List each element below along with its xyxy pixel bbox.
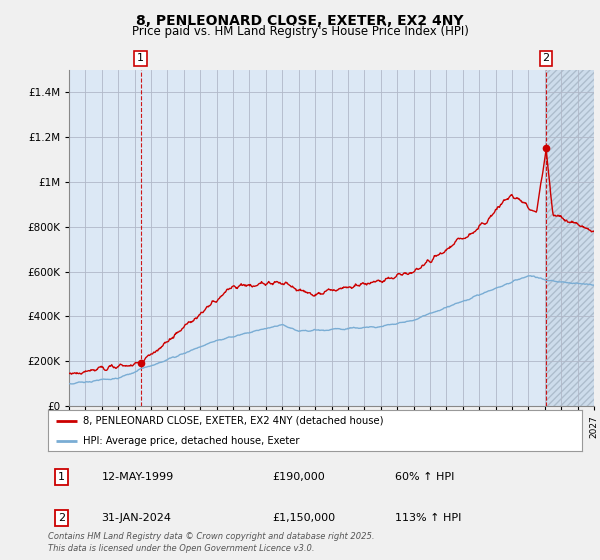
Text: 2: 2 <box>542 53 550 63</box>
Bar <box>546 70 594 406</box>
Text: 12-MAY-1999: 12-MAY-1999 <box>101 472 173 482</box>
Text: 8, PENLEONARD CLOSE, EXETER, EX2 4NY: 8, PENLEONARD CLOSE, EXETER, EX2 4NY <box>136 14 464 28</box>
Text: 60% ↑ HPI: 60% ↑ HPI <box>395 472 454 482</box>
Text: 1: 1 <box>137 53 144 63</box>
Text: Price paid vs. HM Land Registry's House Price Index (HPI): Price paid vs. HM Land Registry's House … <box>131 25 469 38</box>
Text: 2: 2 <box>58 513 65 522</box>
Text: 113% ↑ HPI: 113% ↑ HPI <box>395 513 461 522</box>
Text: 1: 1 <box>58 472 65 482</box>
Text: HPI: Average price, detached house, Exeter: HPI: Average price, detached house, Exet… <box>83 436 299 446</box>
Text: £190,000: £190,000 <box>272 472 325 482</box>
Text: Contains HM Land Registry data © Crown copyright and database right 2025.
This d: Contains HM Land Registry data © Crown c… <box>48 533 374 553</box>
Text: £1,150,000: £1,150,000 <box>272 513 335 522</box>
Text: 8, PENLEONARD CLOSE, EXETER, EX2 4NY (detached house): 8, PENLEONARD CLOSE, EXETER, EX2 4NY (de… <box>83 416 383 426</box>
Text: 31-JAN-2024: 31-JAN-2024 <box>101 513 172 522</box>
